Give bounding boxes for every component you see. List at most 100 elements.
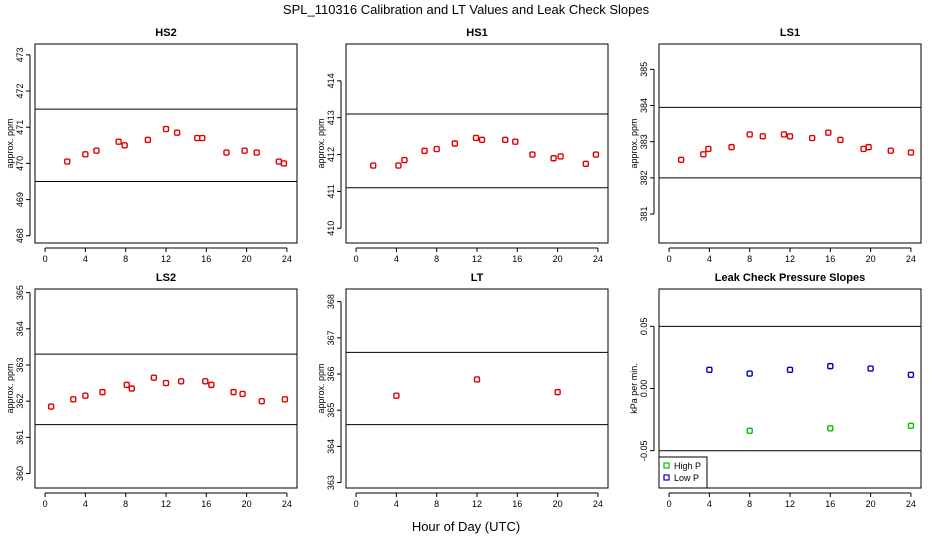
legend-label: Low P	[674, 473, 699, 483]
y-tick-label: 383	[639, 134, 649, 149]
plot-frame	[658, 288, 922, 489]
y-tick-label: 361	[15, 430, 25, 445]
y-tick-label: 469	[15, 192, 25, 207]
legend-marker	[663, 462, 670, 469]
x-tick-label: 0	[667, 254, 672, 264]
y-tick-label: 412	[326, 147, 336, 162]
data-point	[199, 134, 206, 142]
y-tick-label: 414	[326, 73, 336, 88]
y-tick-label: 385	[639, 62, 649, 77]
panel-title: LS2	[156, 272, 176, 284]
x-tick-label: 0	[354, 499, 359, 509]
data-point	[786, 366, 794, 374]
x-tick-label: 8	[747, 499, 752, 509]
data-point	[592, 151, 600, 158]
data-point	[557, 153, 564, 160]
data-point	[907, 371, 915, 379]
x-axis-label: Hour of Day (UTC)	[412, 519, 520, 534]
data-point	[677, 156, 685, 163]
x-tick-label: 4	[394, 254, 399, 264]
x-tick-label: 4	[707, 254, 712, 264]
data-point	[162, 125, 170, 133]
y-tick-label: 411	[326, 184, 336, 198]
y-tick-label: 363	[15, 357, 25, 372]
plot-frame	[345, 288, 609, 489]
data-point	[253, 149, 260, 156]
data-point	[780, 131, 788, 138]
x-tick-label: 0	[667, 499, 672, 509]
data-point	[808, 134, 816, 142]
plot-frame	[34, 43, 298, 244]
x-tick-label: 0	[43, 499, 48, 509]
legend-marker	[663, 474, 670, 481]
data-point	[837, 136, 844, 144]
data-point	[746, 131, 753, 138]
y-tick-label: 473	[15, 47, 25, 62]
data-point	[93, 147, 100, 154]
x-tick-label: 16	[825, 499, 835, 509]
x-tick-label: 16	[825, 254, 835, 264]
data-point	[275, 158, 283, 165]
data-point	[241, 147, 248, 154]
data-point	[421, 147, 428, 155]
x-tick-label: 20	[553, 499, 563, 509]
data-point	[705, 145, 712, 153]
data-point	[239, 390, 246, 398]
x-tick-label: 12	[161, 499, 171, 509]
data-point	[860, 145, 867, 153]
data-point	[867, 365, 874, 372]
x-tick-label: 20	[866, 499, 876, 509]
x-tick-label: 16	[512, 254, 522, 264]
panel-ls1: LS1 0 4 8 12 16 20 24 381 382 383 384 385 approx. ppm	[629, 27, 922, 264]
data-point	[208, 381, 215, 389]
x-tick-label: 16	[201, 499, 211, 509]
data-point	[433, 145, 440, 153]
panel-lt: LT 0 4 8 12 16 20 24 363 364 365 366 367 368 approx. p…	[316, 272, 609, 509]
data-point	[162, 379, 170, 387]
y-axis-label: approx. ppm	[629, 118, 639, 168]
data-point	[144, 136, 152, 144]
data-point	[728, 143, 735, 151]
data-point	[121, 142, 128, 149]
plot-frame	[345, 43, 609, 244]
data-point	[786, 133, 794, 140]
y-tick-label: 381	[639, 207, 649, 222]
y-tick-label: 367	[326, 330, 336, 345]
y-tick-label: 360	[15, 466, 25, 481]
x-tick-label: 20	[866, 254, 876, 264]
data-point	[82, 151, 89, 158]
y-axis-label: approx. ppm	[316, 363, 326, 413]
x-tick-label: 8	[434, 499, 439, 509]
data-point	[123, 381, 130, 389]
panel-hs1: HS1 0 4 8 12 16 20 24 410 411 412 413 414 approx. ppm	[316, 27, 609, 264]
data-point	[529, 151, 536, 158]
data-point	[907, 422, 915, 430]
x-tick-label: 20	[553, 254, 563, 264]
y-tick-label: 0.00	[639, 380, 649, 398]
panel-title: LS1	[780, 27, 800, 39]
data-point	[700, 151, 707, 158]
data-point	[370, 162, 377, 169]
y-axis-label: approx. ppm	[5, 363, 15, 413]
x-tick-label: 8	[434, 254, 439, 264]
data-point	[401, 156, 408, 164]
panel-hs2: HS2 0 4 8 12 16 20 24 468 469 470 471 472 473 approx. …	[5, 27, 298, 264]
x-tick-label: 4	[83, 499, 88, 509]
panel-title: HS2	[155, 27, 176, 39]
y-tick-label: 366	[326, 367, 336, 382]
data-point	[554, 388, 561, 396]
x-tick-label: 4	[394, 499, 399, 509]
x-tick-label: 8	[747, 254, 752, 264]
y-tick-label: 470	[15, 156, 25, 171]
data-point	[393, 392, 400, 399]
y-tick-label: 364	[326, 439, 336, 454]
y-axis-label: approx. ppm	[5, 118, 15, 168]
data-point	[827, 425, 834, 432]
legend-label: High P	[674, 461, 701, 471]
y-tick-label: 363	[326, 475, 336, 490]
y-tick-label: 362	[15, 394, 25, 409]
data-point	[706, 366, 713, 374]
data-point	[512, 138, 519, 145]
data-point	[82, 392, 89, 399]
